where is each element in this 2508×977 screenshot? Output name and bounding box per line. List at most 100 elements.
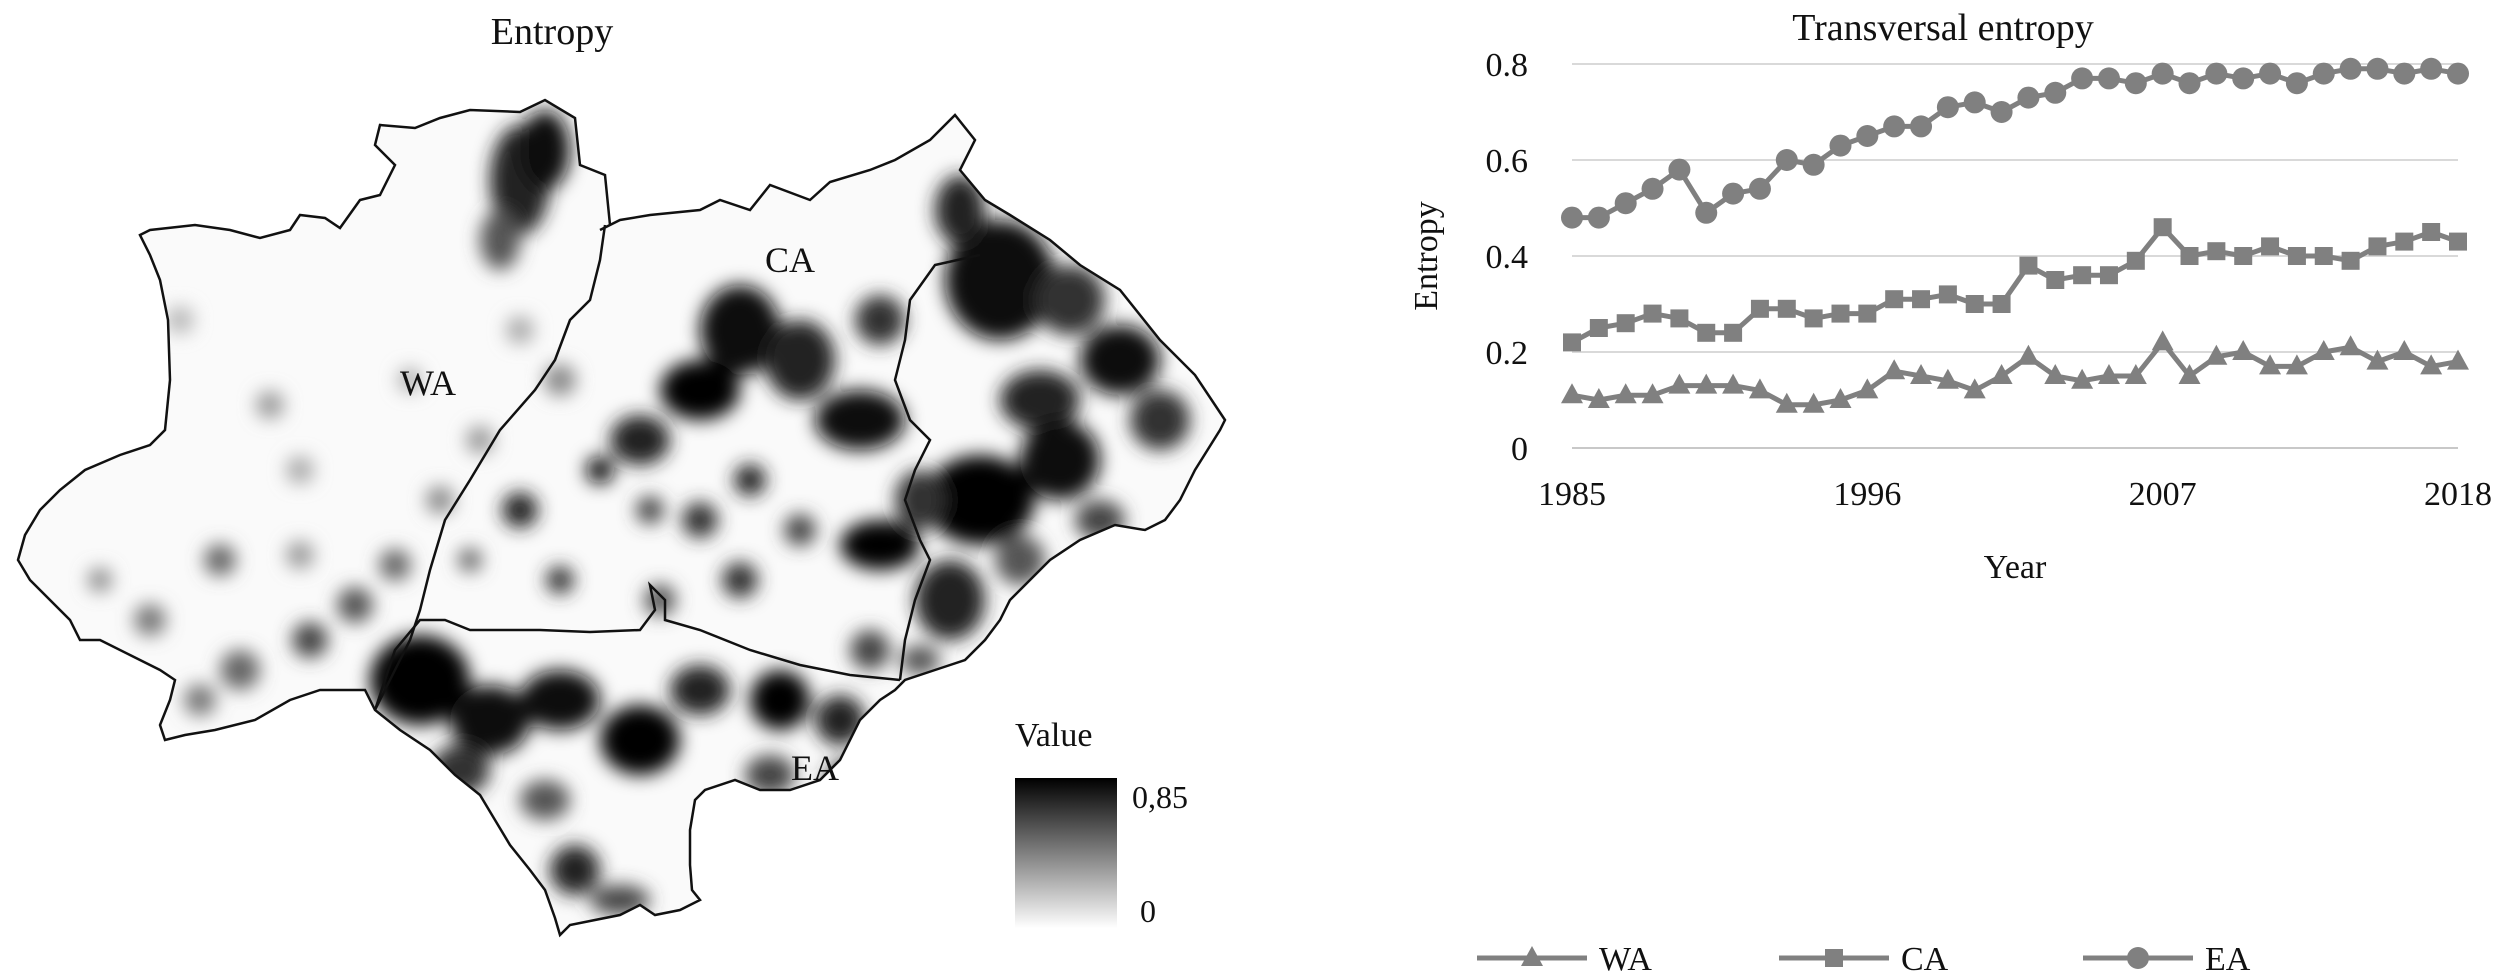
- chart-title: Transversal entropy: [1792, 7, 2094, 49]
- series-line-ea: [1572, 66, 2459, 221]
- data-point-ea: [2420, 57, 2443, 80]
- map-legend: Value 0,85 0: [1015, 717, 1188, 929]
- data-point-ca: [1885, 290, 1904, 309]
- x-tick-labels: 1985 1996 2007 2018: [1538, 476, 2492, 513]
- data-point-ca: [2153, 218, 2172, 237]
- data-point-wa: [1936, 368, 1959, 389]
- legend-colorbar: [1015, 778, 1117, 928]
- data-point-ea: [2071, 67, 2094, 90]
- data-point-ea: [1587, 206, 1610, 229]
- chart-legend: WA CA EA: [1477, 941, 2251, 977]
- data-point-wa: [1641, 383, 1664, 404]
- data-point-ca: [1858, 304, 1877, 323]
- data-point-wa: [1668, 373, 1691, 394]
- y-tick-label: 0: [1511, 431, 1528, 468]
- line-chart: Transversal entropy 00.20.40.60.8 1985 19…: [1408, 7, 2492, 977]
- data-point-ca: [1912, 290, 1931, 309]
- data-point-ea: [1695, 201, 1718, 224]
- legend-item-ea: EA: [2083, 941, 2251, 977]
- data-point-ea: [2124, 72, 2147, 95]
- data-point-ea: [1963, 91, 1986, 114]
- data-point-wa: [2393, 340, 2416, 360]
- data-point-wa: [2071, 368, 2094, 389]
- legend-marker-wa: [1521, 946, 1543, 966]
- data-point-ea: [1883, 115, 1906, 138]
- data-point-ea: [2178, 72, 2201, 95]
- region-label-wa: WA: [400, 363, 456, 403]
- data-point-ca: [1938, 285, 1957, 304]
- data-point-ca: [1697, 323, 1716, 342]
- data-point-ea: [1829, 134, 1852, 157]
- y-tick-label: 0.4: [1486, 239, 1529, 276]
- series-ea: [1561, 57, 2469, 229]
- legend-item-wa: WA: [1477, 941, 1652, 977]
- series-line-wa: [1571, 339, 2459, 408]
- data-point-ea: [1775, 149, 1798, 171]
- data-point-wa: [1748, 378, 1771, 399]
- data-point-ca: [2019, 256, 2038, 275]
- data-point-wa: [2097, 364, 2120, 384]
- legend-max-label: 0,85: [1132, 779, 1188, 815]
- data-point-ca: [1643, 304, 1662, 323]
- data-point-wa: [2124, 364, 2147, 384]
- data-point-ea: [2393, 62, 2416, 85]
- data-point-ea: [2312, 62, 2335, 85]
- legend-item-ca: CA: [1779, 941, 1949, 977]
- series-wa: [1561, 330, 2469, 413]
- legend-marker-ea: [2127, 947, 2149, 969]
- legend-marker-ca: [1825, 949, 1843, 967]
- data-point-ca: [1965, 295, 1984, 313]
- data-point-wa: [1990, 364, 2013, 384]
- legend-label-ca: CA: [1901, 941, 1949, 977]
- data-point-ca: [1616, 314, 1635, 333]
- data-point-ea: [2232, 67, 2255, 90]
- data-point-ca: [2395, 232, 2414, 251]
- data-point-ca: [1831, 304, 1850, 323]
- x-tick-label: 2007: [2129, 476, 2197, 513]
- x-axis-label: Year: [1984, 549, 2047, 586]
- data-point-ca: [2046, 271, 2065, 289]
- data-point-ca: [2314, 247, 2333, 265]
- data-point-ca: [1992, 295, 2011, 313]
- data-point-wa: [2312, 340, 2335, 360]
- data-point-wa: [1775, 392, 1798, 413]
- map-title: Entropy: [491, 11, 613, 53]
- data-point-ca: [2287, 247, 2306, 265]
- data-point-ea: [1561, 206, 1583, 229]
- data-point-wa: [2259, 354, 2282, 375]
- data-point-ca: [1724, 323, 1743, 342]
- data-point-ca: [1804, 309, 1823, 328]
- data-point-ea: [1990, 101, 2013, 123]
- data-point-wa: [1614, 383, 1637, 404]
- legend-label-ea: EA: [2205, 941, 2251, 977]
- data-point-ea: [2044, 81, 2067, 104]
- data-point-ea: [2017, 86, 2040, 109]
- data-point-ca: [2234, 247, 2253, 265]
- x-tick-label: 1996: [1833, 476, 1901, 513]
- data-point-wa: [2151, 330, 2174, 351]
- data-point-wa: [1856, 378, 1879, 399]
- y-axis-label: Entropy: [1408, 201, 1445, 311]
- data-point-wa: [2447, 349, 2469, 370]
- data-point-wa: [2232, 340, 2255, 360]
- y-tick-labels: 0 0.2 0.4 0.6 0.8: [1486, 47, 1529, 468]
- data-point-ca: [2126, 251, 2145, 270]
- data-point-ca: [2341, 251, 2360, 270]
- series-ca: [1563, 218, 2467, 352]
- data-point-ea: [2205, 62, 2228, 85]
- data-point-ca: [2422, 223, 2441, 241]
- data-point-ea: [1668, 158, 1691, 181]
- ca-ea-boundary: [893, 253, 981, 681]
- data-point-ca: [1563, 333, 1581, 352]
- legend-label-wa: WA: [1599, 941, 1652, 977]
- legend-title: Value: [1015, 717, 1092, 754]
- data-point-ca: [2180, 247, 2199, 265]
- data-point-wa: [1587, 388, 1610, 408]
- data-point-wa: [2420, 354, 2443, 375]
- data-point-ca: [2207, 242, 2226, 261]
- data-point-wa: [2366, 349, 2389, 370]
- data-point-ca: [2261, 237, 2280, 256]
- data-point-wa: [1722, 373, 1745, 394]
- x-tick-label: 1985: [1538, 476, 1606, 513]
- data-point-ea: [2259, 62, 2282, 85]
